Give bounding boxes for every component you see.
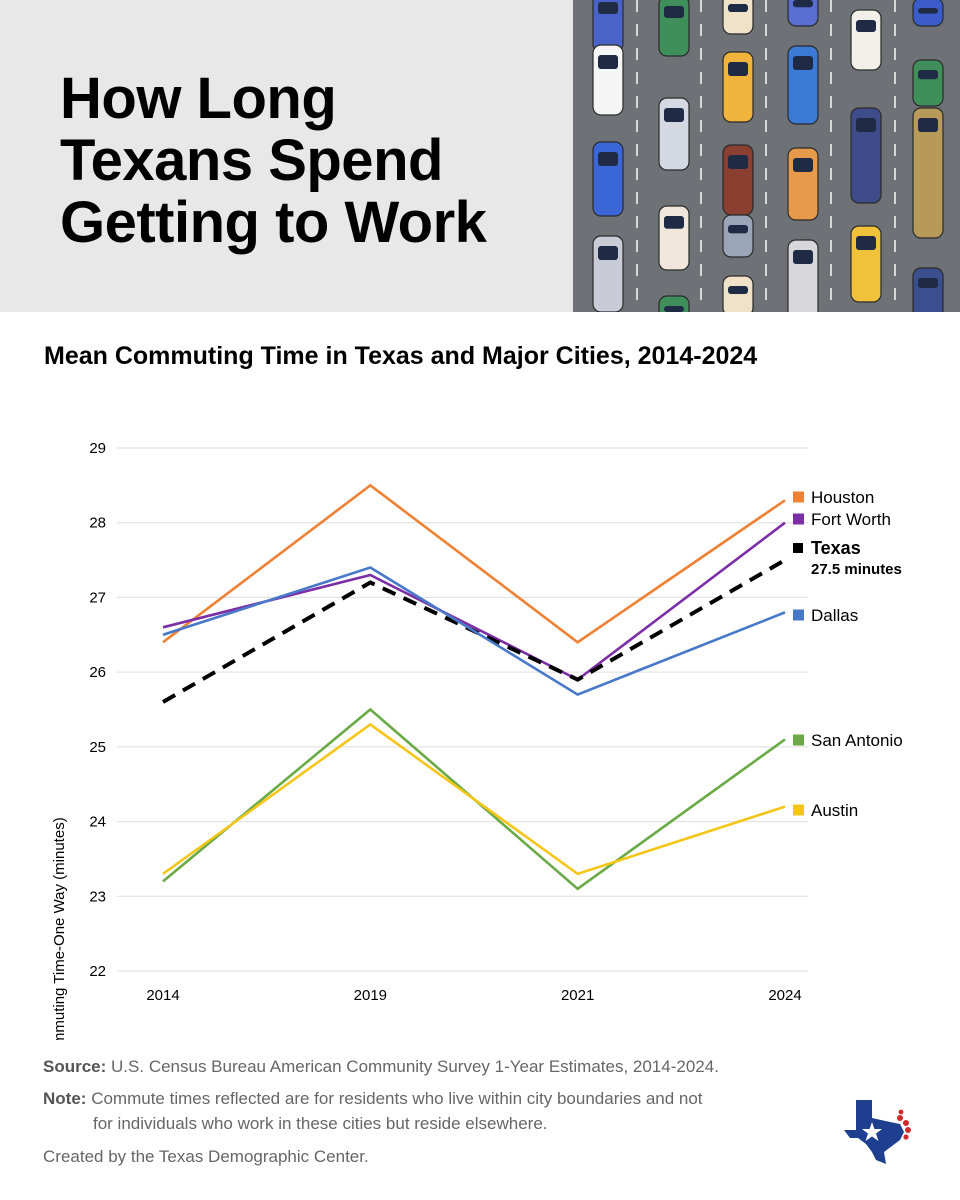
car bbox=[912, 59, 944, 107]
car-windshield bbox=[793, 0, 813, 8]
legend-label-texas: Texas bbox=[811, 538, 861, 558]
car bbox=[912, 107, 944, 239]
car-windshield bbox=[598, 246, 618, 260]
series-line-fort-worth bbox=[162, 521, 786, 682]
legend-label-dallas: Dallas bbox=[811, 606, 858, 625]
series-line-dallas bbox=[162, 566, 786, 697]
legend-marker-texas bbox=[793, 543, 803, 553]
source-text: U.S. Census Bureau American Community Su… bbox=[111, 1057, 719, 1076]
x-tick-label: 2019 bbox=[354, 987, 387, 1004]
traffic-illustration bbox=[573, 0, 960, 312]
car bbox=[658, 205, 690, 271]
car-windshield bbox=[598, 2, 618, 14]
chart-title: Mean Commuting Time in Texas and Major C… bbox=[44, 342, 758, 370]
car-windshield bbox=[918, 118, 938, 132]
line-chart: 22 23 24 25 26 27 28 29 2014 2019 2021 2024 Mean C… bbox=[51, 440, 903, 1040]
x-tick-label: 2021 bbox=[561, 987, 594, 1004]
note: Note: Commute times reflected are for re… bbox=[43, 1086, 803, 1136]
car-windshield bbox=[793, 250, 813, 264]
title-line: How Long bbox=[60, 66, 337, 131]
legend-label-austin: Austin bbox=[811, 801, 858, 820]
texas-demographic-center-logo bbox=[844, 1100, 911, 1164]
source-label: Source: bbox=[43, 1057, 107, 1076]
car-windshield bbox=[918, 278, 938, 288]
y-tick-label: 27 bbox=[89, 589, 106, 606]
y-tick-label: 25 bbox=[89, 739, 106, 756]
title-line: Texans Spend bbox=[60, 128, 443, 193]
car-windshield bbox=[856, 118, 876, 132]
y-axis-label: Mean Commuting Time-One Way (minutes) bbox=[51, 817, 68, 1040]
car bbox=[850, 9, 882, 71]
car-windshield bbox=[918, 70, 938, 80]
car-windshield bbox=[793, 56, 813, 70]
car-windshield bbox=[793, 158, 813, 172]
x-tick-label: 2014 bbox=[146, 987, 179, 1004]
page-title: How Long Texans Spend Getting to Work bbox=[60, 68, 560, 254]
legend-marker-houston bbox=[793, 491, 804, 503]
car bbox=[722, 214, 754, 258]
car-windshield bbox=[664, 6, 684, 18]
legend-label-fort-worth: Fort Worth bbox=[811, 510, 891, 529]
series-line-houston bbox=[162, 483, 786, 644]
legend-marker-fort-worth bbox=[793, 513, 804, 525]
legend-marker-austin bbox=[793, 804, 804, 816]
car-windshield bbox=[728, 4, 748, 12]
car bbox=[912, 267, 944, 312]
note-label: Note: bbox=[43, 1089, 87, 1108]
car-windshield bbox=[728, 286, 748, 294]
car-windshield bbox=[856, 236, 876, 250]
series-line-austin bbox=[162, 722, 786, 876]
car-windshield bbox=[728, 225, 748, 234]
car-windshield bbox=[598, 152, 618, 166]
x-tick-label: 2024 bbox=[768, 987, 801, 1004]
y-tick-label: 29 bbox=[89, 440, 106, 457]
car-windshield bbox=[728, 155, 748, 169]
legend-label-houston: Houston bbox=[811, 488, 874, 507]
car-windshield bbox=[598, 55, 618, 69]
legend-marker-dallas bbox=[793, 609, 804, 621]
legend-marker-san-antonio bbox=[793, 734, 804, 746]
header-banner: How Long Texans Spend Getting to Work bbox=[0, 0, 960, 312]
source-line: Source: U.S. Census Bureau American Comm… bbox=[43, 1054, 719, 1079]
car-windshield bbox=[728, 62, 748, 76]
car-windshield bbox=[664, 216, 684, 229]
car-windshield bbox=[664, 108, 684, 122]
car-windshield bbox=[918, 8, 938, 14]
credit-line: Created by the Texas Demographic Center. bbox=[43, 1147, 369, 1166]
car-windshield bbox=[664, 306, 684, 312]
car-windshield bbox=[856, 20, 876, 32]
y-tick-label: 26 bbox=[89, 664, 106, 681]
title-line: Getting to Work bbox=[60, 190, 487, 255]
car bbox=[722, 275, 754, 312]
y-tick-label: 24 bbox=[89, 814, 106, 831]
note-text-line-1: Commute times reflected are for resident… bbox=[91, 1089, 703, 1108]
y-tick-label: 28 bbox=[89, 515, 106, 532]
y-tick-label: 22 bbox=[89, 963, 106, 980]
legend-label-san-antonio: San Antonio bbox=[811, 731, 903, 750]
note-text-line-2: for individuals who work in these cities… bbox=[93, 1114, 548, 1133]
y-tick-label: 23 bbox=[89, 888, 106, 905]
legend-note-texas: 27.5 minutes bbox=[811, 561, 902, 578]
